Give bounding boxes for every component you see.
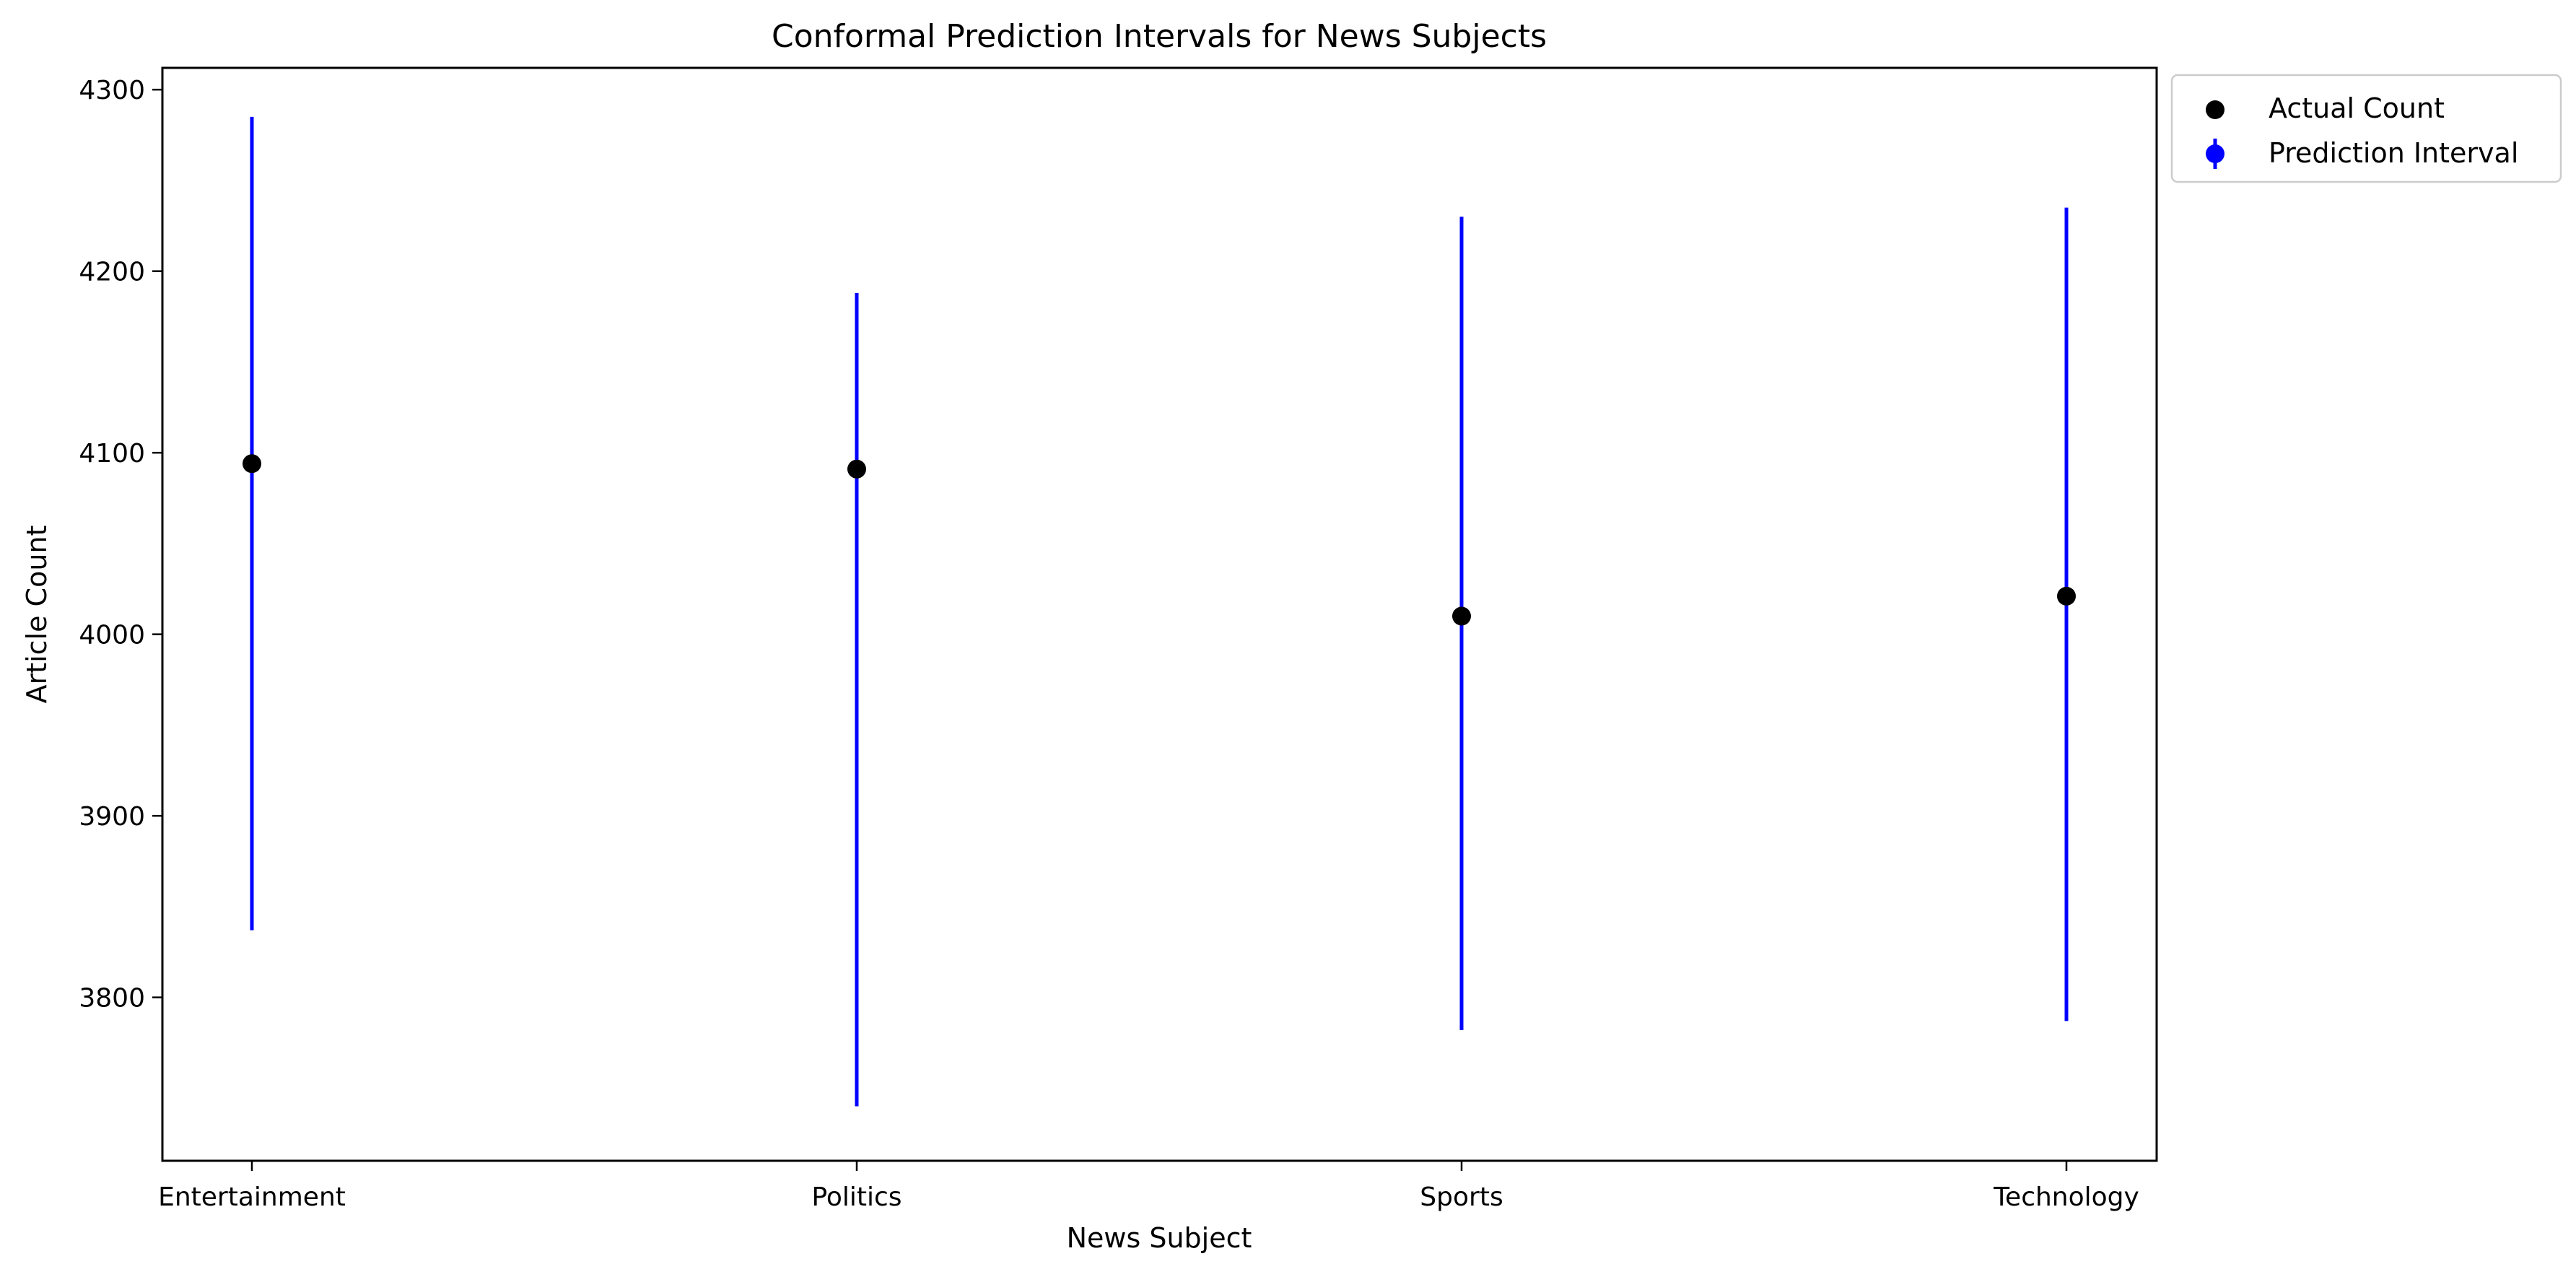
x-tick-label-politics: Politics	[811, 1182, 901, 1212]
y-tick-label-4000: 4000	[79, 621, 145, 650]
chart-title: Conformal Prediction Intervals for News …	[772, 18, 1547, 55]
point-entertainment	[243, 454, 261, 474]
legend-marker-actual-count	[2206, 100, 2224, 119]
x-tick-label-technology: Technology	[1993, 1182, 2139, 1212]
y-tick-label-4200: 4200	[79, 258, 145, 287]
point-sports	[1452, 606, 1471, 626]
y-tick-label-3900: 3900	[79, 802, 145, 832]
x-axis: Entertainment Politics Sports Technology	[158, 1161, 2139, 1212]
legend-marker-interval-dot	[2206, 144, 2224, 163]
x-axis-label: News Subject	[1067, 1222, 1252, 1254]
legend: Actual Count Prediction Interval	[2170, 74, 2562, 183]
y-tick-label-4100: 4100	[79, 439, 145, 468]
plot-area	[161, 66, 2158, 1162]
actual-count-points	[243, 454, 2076, 626]
y-axis: 3800 3900 4000 4100 4200 4300	[79, 76, 162, 1014]
legend-label-actual-count: Actual Count	[2269, 92, 2445, 124]
y-tick-label-4300: 4300	[79, 76, 145, 105]
x-tick-label-sports: Sports	[1420, 1182, 1503, 1212]
legend-label-prediction-interval: Prediction Interval	[2269, 137, 2518, 169]
legend-frame	[2170, 74, 2562, 183]
y-axis-label: Article Count	[21, 526, 53, 704]
point-politics	[847, 459, 866, 479]
y-tick-label-3800: 3800	[79, 984, 145, 1014]
x-tick-label-entertainment: Entertainment	[158, 1182, 346, 1212]
plot-frame	[161, 66, 2158, 1162]
point-technology	[2057, 586, 2076, 606]
